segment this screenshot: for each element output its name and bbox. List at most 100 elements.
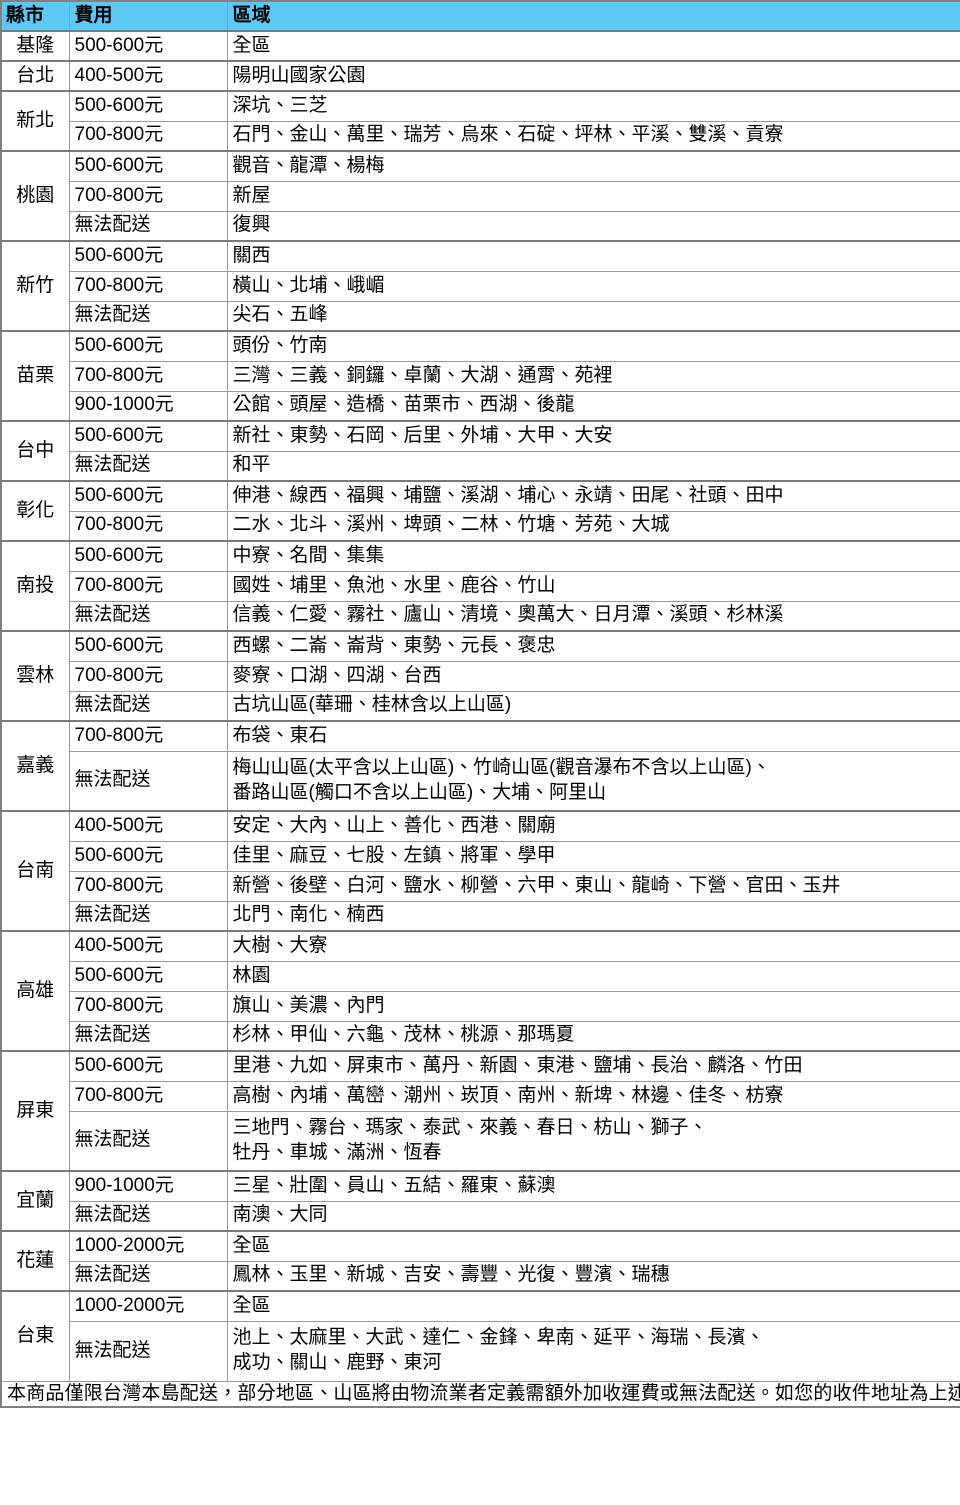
table-row: 新北 500-600元 深坑、三芝 — [0, 90, 960, 152]
table-row: 700-800元 旗山、美濃、內門 — [1, 990, 960, 1022]
table-row: 台北 400-500元 陽明山國家公園 — [0, 60, 960, 92]
area-cell: 北門、南化、楠西 — [226, 900, 960, 932]
area-cell: 布袋、東石 — [226, 720, 960, 752]
table-row: 700-800元 麥寮、口湖、四湖、台西 — [1, 660, 960, 692]
county-cell: 桃園 — [0, 150, 70, 242]
area-line: 三地門、霧台、瑪家、泰武、來義、春日、枋山、獅子、 — [232, 1117, 708, 1139]
fee-cell: 900-1000元 — [68, 390, 228, 422]
area-cell: 全區 — [226, 30, 960, 62]
table-row: 無法配送 北門、南化、楠西 — [1, 900, 960, 932]
fee-cell: 400-500元 — [68, 810, 228, 842]
fee-cell: 500-600元 — [68, 1050, 228, 1082]
table-row: 500-600元 林園 — [1, 960, 960, 992]
table-row: 無法配送 南澳、大同 — [1, 1200, 960, 1232]
table-row: 基隆 500-600元 全區 — [0, 30, 960, 62]
area-cell: 池上、太麻里、大武、達仁、金鋒、卑南、延平、海瑞、長濱、 成功、關山、鹿野、東河 — [226, 1320, 960, 1382]
area-cell: 尖石、五峰 — [226, 300, 960, 332]
area-cell: 全區 — [226, 1230, 960, 1262]
table-header-row: 縣市 費用 區域 — [0, 0, 960, 32]
county-cell: 雲林 — [0, 630, 70, 722]
area-cell: 新屋 — [226, 180, 960, 212]
table-row: 700-800元 新營、後壁、白河、鹽水、柳營、六甲、東山、龍崎、下營、官田、玉井 — [1, 870, 960, 902]
area-line: 番路山區(觸口不含以上山區)、大埔、阿里山 — [232, 781, 607, 803]
table-row: 無法配送 復興 — [1, 210, 960, 242]
area-cell: 復興 — [226, 210, 960, 242]
county-cell: 新北 — [0, 90, 70, 152]
fee-cell: 500-600元 — [68, 30, 228, 62]
footnote-row: 本商品僅限台灣本島配送，部分地區、山區將由物流業者定義需額外加收運費或無法配送。… — [0, 1380, 960, 1408]
fee-cell: 700-800元 — [68, 270, 228, 302]
county-cell: 屏東 — [0, 1050, 70, 1172]
fee-cell: 無法配送 — [68, 690, 228, 722]
area-cell: 石門、金山、萬里、瑞芳、烏來、石碇、坪林、平溪、雙溪、貢寮 — [226, 120, 960, 152]
fee-cell: 500-600元 — [68, 150, 228, 182]
table-header: 縣市 費用 區域 — [0, 0, 960, 32]
fee-cell: 無法配送 — [68, 1320, 228, 1382]
area-cell: 和平 — [226, 450, 960, 482]
table-row: 900-1000元 公館、頭屋、造橋、苗栗市、西湖、後龍 — [1, 390, 960, 422]
area-cell: 全區 — [226, 1290, 960, 1322]
table-row: 無法配送 梅山山區(太平含以上山區)、竹崎山區(觀音瀑布不含以上山區)、 番路山區(… — [1, 750, 960, 812]
table-row: 無法配送 尖石、五峰 — [1, 300, 960, 332]
table-row: 嘉義 700-800元 布袋、東石 — [0, 720, 960, 812]
county-cell: 台北 — [0, 60, 70, 92]
fee-cell: 700-800元 — [68, 990, 228, 1022]
fee-cell: 700-800元 — [68, 870, 228, 902]
fee-cell: 700-800元 — [68, 120, 228, 152]
area-cell: 古坑山區(華珊、桂林含以上山區) — [226, 690, 960, 722]
county-cell: 台南 — [0, 810, 70, 932]
county-cell: 彰化 — [0, 480, 70, 542]
table-row: 彰化 500-600元 伸港、線西、福興、埔鹽、溪湖、埔心、永靖、田尾、社頭、田中 — [0, 480, 960, 542]
area-cell: 里港、九如、屏東市、萬丹、新園、東港、鹽埔、長治、麟洛、竹田 — [226, 1050, 960, 1082]
area-cell: 西螺、二崙、崙背、東勢、元長、褒忠 — [226, 630, 960, 662]
area-cell: 頭份、竹南 — [226, 330, 960, 362]
fee-cell: 500-600元 — [68, 840, 228, 872]
area-cell: 新社、東勢、石岡、后里、外埔、大甲、大安 — [226, 420, 960, 452]
fee-cell: 700-800元 — [68, 360, 228, 392]
county-cell: 苗栗 — [0, 330, 70, 422]
county-cell: 高雄 — [0, 930, 70, 1052]
fee-cell: 700-800元 — [68, 720, 228, 752]
area-line: 梅山山區(太平含以上山區)、竹崎山區(觀音瀑布不含以上山區)、 — [232, 757, 771, 779]
area-cell: 杉林、甲仙、六龜、茂林、桃源、那瑪夏 — [226, 1020, 960, 1052]
fee-cell: 無法配送 — [68, 1020, 228, 1052]
area-cell: 信義、仁愛、霧社、廬山、清境、奧萬大、日月潭、溪頭、杉林溪 — [226, 600, 960, 632]
area-cell: 伸港、線西、福興、埔鹽、溪湖、埔心、永靖、田尾、社頭、田中 — [226, 480, 960, 512]
fee-cell: 500-600元 — [68, 480, 228, 512]
column-header-fee: 費用 — [68, 0, 228, 32]
area-cell: 深坑、三芝 — [226, 90, 960, 122]
area-cell: 佳里、麻豆、七股、左鎮、將軍、學甲 — [226, 840, 960, 872]
fee-cell: 400-500元 — [68, 930, 228, 962]
area-cell: 安定、大內、山上、善化、西港、關廟 — [226, 810, 960, 842]
table-row: 台南 400-500元 安定、大內、山上、善化、西港、關廟 — [0, 810, 960, 932]
table-row: 700-800元 橫山、北埔、峨嵋 — [1, 270, 960, 302]
area-cell: 梅山山區(太平含以上山區)、竹崎山區(觀音瀑布不含以上山區)、 番路山區(觸口不含… — [226, 750, 960, 812]
area-cell: 三地門、霧台、瑪家、泰武、來義、春日、枋山、獅子、 牡丹、車城、滿洲、恆春 — [226, 1110, 960, 1172]
fee-cell: 500-600元 — [68, 420, 228, 452]
area-cell: 麥寮、口湖、四湖、台西 — [226, 660, 960, 692]
table-row: 700-800元 石門、金山、萬里、瑞芳、烏來、石碇、坪林、平溪、雙溪、貢寮 — [1, 120, 960, 152]
table-row: 無法配送 鳳林、玉里、新城、吉安、壽豐、光復、豐濱、瑞穗 — [1, 1260, 960, 1292]
fee-cell: 500-600元 — [68, 330, 228, 362]
table-row: 無法配送 三地門、霧台、瑪家、泰武、來義、春日、枋山、獅子、 牡丹、車城、滿洲、恆春 — [1, 1110, 960, 1172]
area-cell: 高樹、內埔、萬巒、潮州、崁頂、南州、新埤、林邊、佳冬、枋寮 — [226, 1080, 960, 1112]
table-row: 桃園 500-600元 觀音、龍潭、楊梅 — [0, 150, 960, 242]
county-cell: 新竹 — [0, 240, 70, 332]
fee-cell: 無法配送 — [68, 450, 228, 482]
table-row: 花蓮 1000-2000元 全區 — [0, 1230, 960, 1292]
fee-cell: 無法配送 — [68, 210, 228, 242]
table-row: 無法配送 池上、太麻里、大武、達仁、金鋒、卑南、延平、海瑞、長濱、 成功、關山、鹿野… — [1, 1320, 960, 1382]
footnote-text: 本商品僅限台灣本島配送，部分地區、山區將由物流業者定義需額外加收運費或無法配送。… — [0, 1380, 960, 1408]
fee-cell: 700-800元 — [68, 180, 228, 212]
fee-cell: 無法配送 — [68, 1110, 228, 1172]
area-cell: 中寮、名間、集集 — [226, 540, 960, 572]
area-line: 牡丹、車城、滿洲、恆春 — [232, 1141, 442, 1163]
county-cell: 台中 — [0, 420, 70, 482]
table-row: 雲林 500-600元 西螺、二崙、崙背、東勢、元長、褒忠 — [0, 630, 960, 722]
column-header-county: 縣市 — [0, 0, 70, 32]
fee-cell: 400-500元 — [68, 60, 228, 92]
area-cell: 南澳、大同 — [226, 1200, 960, 1232]
table-row: 高雄 400-500元 大樹、大寮 — [0, 930, 960, 1052]
table-row: 700-800元 高樹、內埔、萬巒、潮州、崁頂、南州、新埤、林邊、佳冬、枋寮 — [1, 1080, 960, 1112]
fee-cell: 無法配送 — [68, 750, 228, 812]
